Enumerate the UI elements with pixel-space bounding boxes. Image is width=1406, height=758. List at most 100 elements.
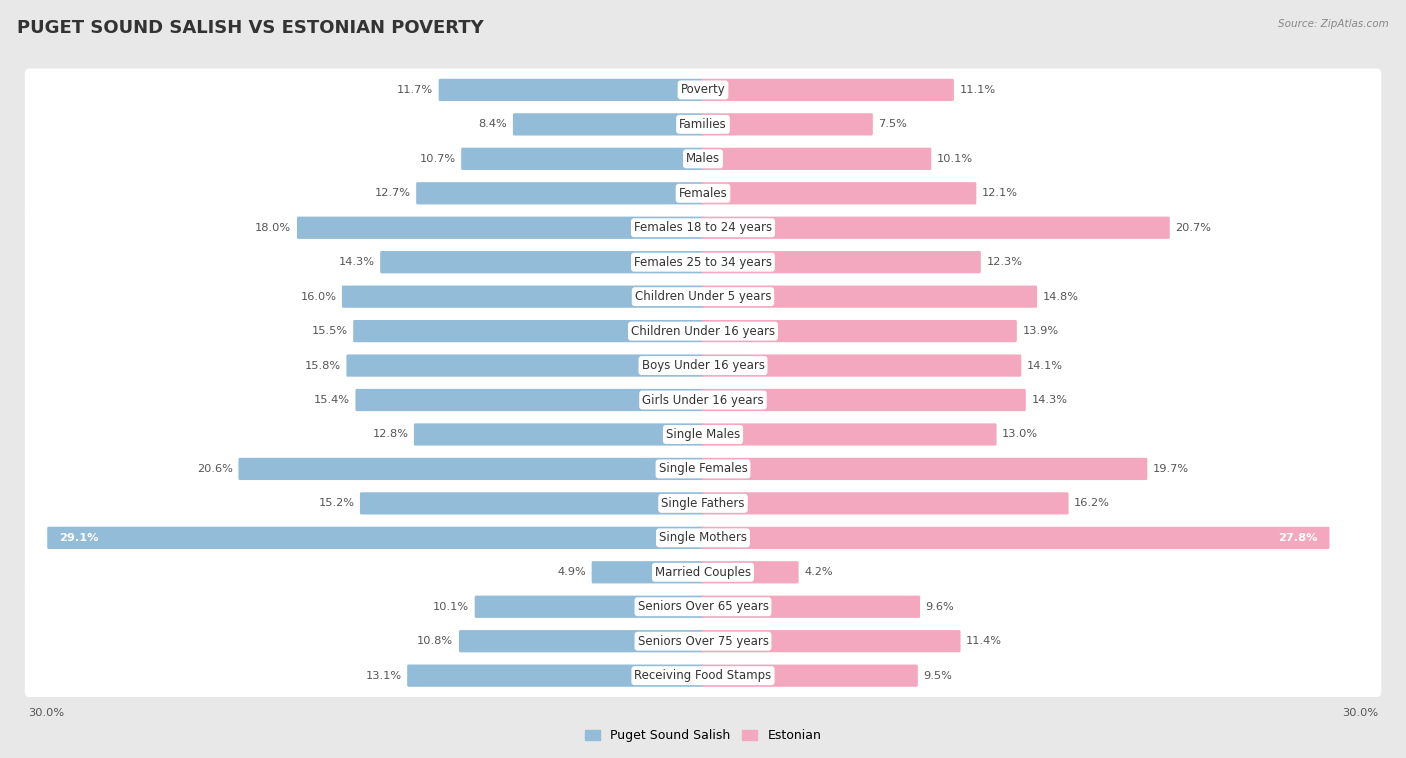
FancyBboxPatch shape [702, 79, 953, 101]
Text: 14.3%: 14.3% [1032, 395, 1067, 405]
Text: Single Females: Single Females [658, 462, 748, 475]
Text: Families: Families [679, 118, 727, 131]
FancyBboxPatch shape [353, 320, 704, 342]
FancyBboxPatch shape [702, 113, 873, 136]
Text: 10.7%: 10.7% [419, 154, 456, 164]
FancyBboxPatch shape [702, 389, 1026, 411]
FancyBboxPatch shape [297, 217, 704, 239]
FancyBboxPatch shape [25, 206, 1381, 249]
FancyBboxPatch shape [360, 492, 704, 515]
FancyBboxPatch shape [25, 379, 1381, 421]
FancyBboxPatch shape [702, 355, 1021, 377]
Text: 10.1%: 10.1% [936, 154, 973, 164]
FancyBboxPatch shape [25, 413, 1381, 456]
FancyBboxPatch shape [702, 424, 997, 446]
Text: 30.0%: 30.0% [28, 709, 65, 719]
FancyBboxPatch shape [702, 596, 920, 618]
Text: 11.1%: 11.1% [959, 85, 995, 95]
FancyBboxPatch shape [380, 251, 704, 274]
Text: 12.1%: 12.1% [981, 188, 1018, 199]
Text: PUGET SOUND SALISH VS ESTONIAN POVERTY: PUGET SOUND SALISH VS ESTONIAN POVERTY [17, 19, 484, 37]
Text: 12.3%: 12.3% [987, 257, 1022, 268]
Text: 13.9%: 13.9% [1022, 326, 1059, 336]
FancyBboxPatch shape [702, 665, 918, 687]
FancyBboxPatch shape [25, 275, 1381, 318]
FancyBboxPatch shape [416, 182, 704, 205]
FancyBboxPatch shape [356, 389, 704, 411]
Text: 14.1%: 14.1% [1026, 361, 1063, 371]
FancyBboxPatch shape [346, 355, 704, 377]
FancyBboxPatch shape [439, 79, 704, 101]
Text: 11.7%: 11.7% [396, 85, 433, 95]
Text: 4.9%: 4.9% [557, 567, 586, 578]
Text: Single Mothers: Single Mothers [659, 531, 747, 544]
FancyBboxPatch shape [25, 551, 1381, 594]
FancyBboxPatch shape [458, 630, 704, 653]
Text: 15.8%: 15.8% [305, 361, 340, 371]
FancyBboxPatch shape [702, 492, 1069, 515]
Text: Females 18 to 24 years: Females 18 to 24 years [634, 221, 772, 234]
Text: 29.1%: 29.1% [59, 533, 98, 543]
Text: 19.7%: 19.7% [1153, 464, 1189, 474]
Text: 16.2%: 16.2% [1074, 498, 1111, 509]
FancyBboxPatch shape [702, 458, 1147, 480]
FancyBboxPatch shape [702, 217, 1170, 239]
FancyBboxPatch shape [48, 527, 704, 549]
Text: 10.1%: 10.1% [433, 602, 470, 612]
Text: Females: Females [679, 186, 727, 200]
Text: 9.5%: 9.5% [924, 671, 952, 681]
Text: 15.5%: 15.5% [312, 326, 347, 336]
Text: 14.8%: 14.8% [1043, 292, 1078, 302]
Text: Children Under 5 years: Children Under 5 years [634, 290, 772, 303]
FancyBboxPatch shape [592, 561, 704, 584]
Text: 16.0%: 16.0% [301, 292, 336, 302]
Text: 8.4%: 8.4% [478, 119, 508, 130]
FancyBboxPatch shape [25, 516, 1381, 559]
FancyBboxPatch shape [239, 458, 704, 480]
FancyBboxPatch shape [702, 630, 960, 653]
Text: 27.8%: 27.8% [1278, 533, 1317, 543]
FancyBboxPatch shape [702, 251, 981, 274]
Text: Girls Under 16 years: Girls Under 16 years [643, 393, 763, 406]
Text: Seniors Over 75 years: Seniors Over 75 years [637, 634, 769, 647]
Text: 18.0%: 18.0% [256, 223, 291, 233]
Text: 10.8%: 10.8% [418, 636, 453, 647]
FancyBboxPatch shape [25, 172, 1381, 215]
Text: Females 25 to 34 years: Females 25 to 34 years [634, 255, 772, 268]
FancyBboxPatch shape [25, 68, 1381, 111]
FancyBboxPatch shape [702, 561, 799, 584]
Text: 30.0%: 30.0% [1341, 709, 1378, 719]
FancyBboxPatch shape [25, 482, 1381, 525]
FancyBboxPatch shape [25, 654, 1381, 697]
FancyBboxPatch shape [461, 148, 704, 170]
Text: Poverty: Poverty [681, 83, 725, 96]
Text: 11.4%: 11.4% [966, 636, 1002, 647]
Text: 4.2%: 4.2% [804, 567, 832, 578]
Text: 13.0%: 13.0% [1002, 430, 1038, 440]
Text: 20.6%: 20.6% [197, 464, 233, 474]
Text: 13.1%: 13.1% [366, 671, 402, 681]
FancyBboxPatch shape [702, 527, 1330, 549]
FancyBboxPatch shape [25, 310, 1381, 352]
Text: Seniors Over 65 years: Seniors Over 65 years [637, 600, 769, 613]
Text: 12.7%: 12.7% [374, 188, 411, 199]
FancyBboxPatch shape [25, 620, 1381, 662]
FancyBboxPatch shape [25, 137, 1381, 180]
Text: 15.4%: 15.4% [314, 395, 350, 405]
Legend: Puget Sound Salish, Estonian: Puget Sound Salish, Estonian [579, 724, 827, 747]
FancyBboxPatch shape [475, 596, 704, 618]
Text: Males: Males [686, 152, 720, 165]
Text: 9.6%: 9.6% [925, 602, 955, 612]
FancyBboxPatch shape [513, 113, 704, 136]
Text: Single Fathers: Single Fathers [661, 497, 745, 510]
FancyBboxPatch shape [702, 320, 1017, 342]
Text: 20.7%: 20.7% [1175, 223, 1212, 233]
FancyBboxPatch shape [702, 182, 976, 205]
FancyBboxPatch shape [413, 424, 704, 446]
Text: Boys Under 16 years: Boys Under 16 years [641, 359, 765, 372]
FancyBboxPatch shape [342, 286, 704, 308]
FancyBboxPatch shape [408, 665, 704, 687]
FancyBboxPatch shape [25, 447, 1381, 490]
FancyBboxPatch shape [25, 103, 1381, 146]
Text: 15.2%: 15.2% [318, 498, 354, 509]
